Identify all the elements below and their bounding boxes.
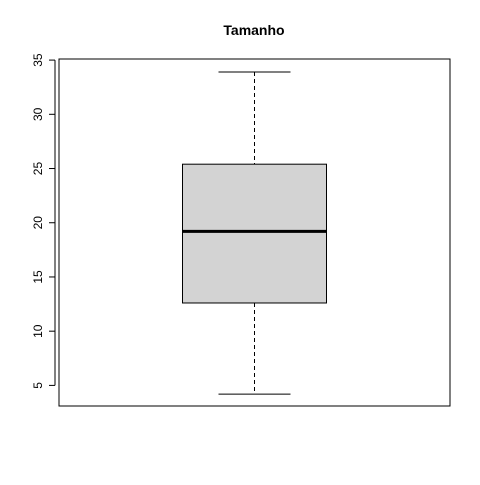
box-layer [182, 71, 327, 395]
box-iqr [182, 163, 327, 304]
y-tick-label-30: 30 [31, 107, 45, 121]
y-tick-label-10: 10 [31, 324, 45, 338]
y-axis: 5 10 15 20 25 30 35 [31, 53, 56, 389]
y-tick-label-35: 35 [31, 53, 45, 67]
y-tick-label-20: 20 [31, 216, 45, 230]
plot-frame [58, 58, 451, 407]
chart-title: Tamanho [223, 22, 284, 38]
y-tick-label-15: 15 [31, 270, 45, 284]
y-tick-label-25: 25 [31, 162, 45, 176]
y-tick-label-5: 5 [31, 382, 45, 389]
